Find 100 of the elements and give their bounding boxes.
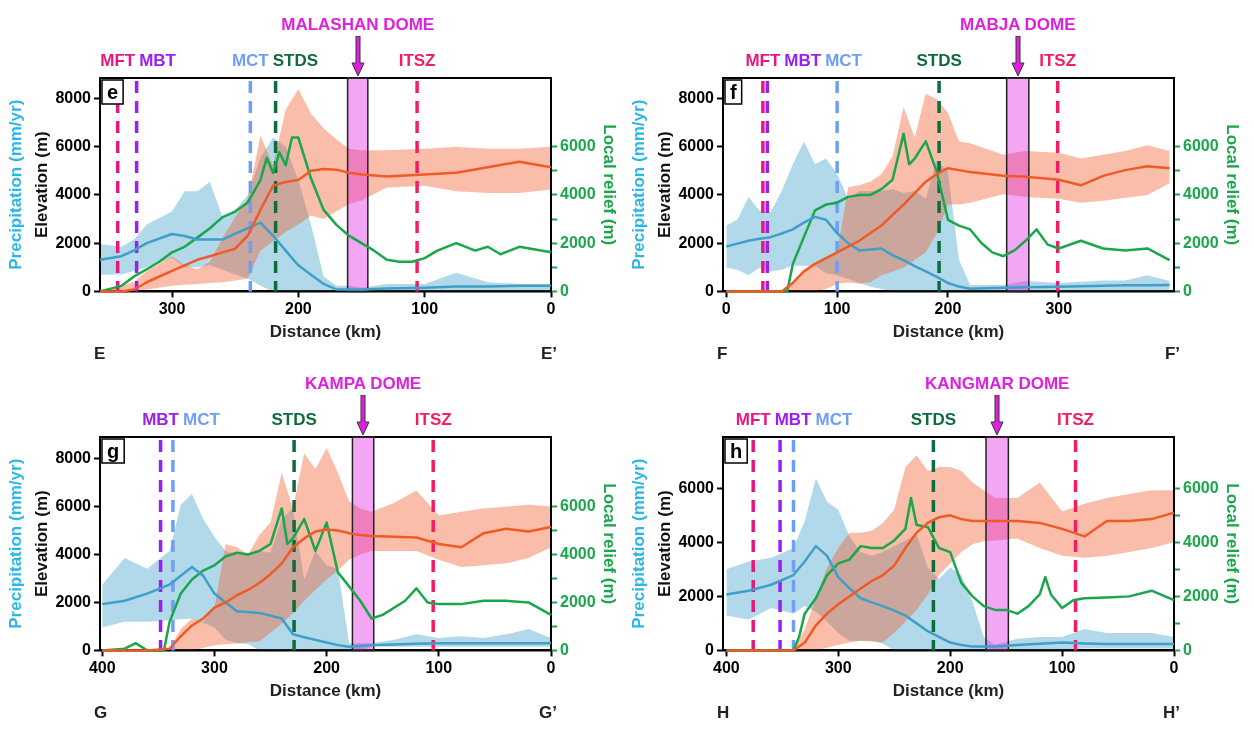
y2-tick-label: 2000	[560, 592, 596, 610]
ref-line-label: MBT	[784, 51, 822, 70]
y2-tick-label: 0	[560, 281, 570, 299]
x-tick-label: 0	[1169, 659, 1179, 677]
y-tick-label: 0	[82, 281, 92, 299]
y-tick-label: 6000	[678, 137, 715, 155]
ref-line-label: MBT	[774, 410, 813, 429]
ref-line-label: STDS	[910, 410, 957, 429]
x-axis-title: Distance (km)	[269, 681, 382, 701]
text: H	[716, 703, 730, 722]
y-tick-label: 2000	[678, 586, 715, 604]
y-axis-title: Elevation (m)	[654, 131, 674, 239]
ref-line-label: ITSZ	[1039, 51, 1077, 70]
text: G’	[539, 703, 558, 722]
y2-tick-label: 2000	[1183, 586, 1219, 604]
x-tick-label: 200	[313, 659, 341, 677]
y-tick-label: 4000	[678, 532, 715, 550]
band-label: KAMPA DOME	[305, 374, 422, 393]
x-tick-label: 200	[936, 659, 964, 677]
x-tick-label: 200	[934, 300, 962, 318]
y2-tick-label: 4000	[1183, 532, 1219, 550]
y-tick-label: 4000	[55, 544, 92, 562]
chart-title: g	[106, 440, 120, 462]
text: H’	[1163, 703, 1181, 722]
ref-line-label: MCT	[825, 51, 863, 70]
y2-tick-label: 4000	[560, 544, 596, 562]
x-tick-label: 400	[88, 659, 116, 677]
y-tick-label: 4000	[678, 185, 715, 203]
y-axis-title: Elevation (m)	[654, 490, 674, 598]
x-tick-label: 100	[425, 659, 453, 677]
ref-line-label: STDS	[272, 51, 319, 70]
ref-line-label: ITSZ	[414, 410, 452, 429]
ref-line-label: MFT	[745, 51, 781, 70]
y2-tick-label: 0	[560, 640, 570, 658]
chart-title: h	[729, 440, 743, 462]
text: F	[716, 344, 728, 363]
ref-line-label: MBT	[139, 51, 177, 70]
x-axis-title: Distance (km)	[269, 322, 382, 342]
y2-tick-label: 2000	[560, 233, 596, 251]
y-tick-label: 0	[82, 640, 92, 658]
y2-tick-label: 4000	[1183, 185, 1219, 203]
band-label: KANGMAR DOME	[924, 374, 1070, 393]
chart-title: f	[729, 81, 737, 103]
ref-line-label: STDS	[271, 410, 317, 429]
x-tick-label: 400	[713, 659, 740, 677]
band-label: MABJA DOME	[959, 15, 1076, 34]
text: G	[93, 703, 108, 722]
ref-line-label: ITSZ	[1057, 410, 1094, 429]
y-tick-label: 2000	[55, 233, 92, 251]
x-tick-label: 300	[201, 659, 228, 677]
x-tick-label: 300	[824, 659, 852, 677]
y-tick-label: 0	[705, 640, 715, 658]
y-axis-title: Elevation (m)	[31, 490, 51, 598]
text: Precipitation (mm/yr)	[6, 99, 25, 270]
y2-axis-title: Local relief (m)	[600, 483, 620, 605]
x-tick-label: 0	[721, 300, 731, 318]
text: Precipitation (mm/yr)	[629, 99, 648, 270]
y-tick-label: 8000	[678, 88, 715, 106]
ref-line-label: STDS	[916, 51, 962, 70]
x-tick-label: 100	[823, 300, 851, 318]
chart-title: e	[106, 81, 119, 103]
ref-line-label: MBT	[142, 410, 180, 429]
y-tick-label: 8000	[55, 448, 92, 466]
ref-line-label: ITSZ	[398, 51, 436, 70]
y2-tick-label: 6000	[1183, 478, 1219, 496]
x-tick-label: 100	[1048, 659, 1076, 677]
y2-axis-title: Local relief (m)	[600, 124, 620, 246]
x-tick-label: 100	[411, 300, 439, 318]
text: Precipitation (mm/yr)	[629, 458, 648, 629]
y-tick-label: 4000	[55, 185, 92, 203]
y-tick-label: 2000	[678, 233, 715, 251]
y2-tick-label: 0	[1183, 640, 1193, 658]
text: Precipitation (mm/yr)	[6, 458, 25, 629]
text: E’	[540, 344, 558, 363]
y-tick-label: 2000	[55, 592, 92, 610]
x-tick-label: 0	[546, 300, 556, 318]
y2-tick-label: 6000	[560, 496, 596, 514]
ref-line-label: MFT	[100, 51, 136, 70]
y2-axis-title: Local relief (m)	[1223, 124, 1243, 246]
y-tick-label: 6000	[55, 496, 92, 514]
band-label: MALASHAN DOME	[281, 15, 435, 34]
x-axis-title: Distance (km)	[892, 322, 1005, 342]
y2-tick-label: 4000	[560, 185, 596, 203]
y-tick-label: 0	[705, 281, 715, 299]
ref-line-label: MCT	[182, 410, 221, 429]
y2-axis-title: Local relief (m)	[1223, 483, 1243, 605]
y2-tick-label: 6000	[560, 137, 596, 155]
x-tick-label: 200	[284, 300, 312, 318]
y2-tick-label: 0	[1183, 281, 1193, 299]
x-tick-label: 300	[1045, 300, 1073, 318]
y2-tick-label: 2000	[1183, 233, 1219, 251]
y-tick-label: 8000	[55, 88, 92, 106]
ref-line-label: MFT	[735, 410, 772, 429]
y-tick-label: 6000	[678, 478, 715, 496]
x-axis-title: Distance (km)	[892, 681, 1005, 701]
ref-line-label: MCT	[815, 410, 853, 429]
y-tick-label: 6000	[55, 137, 92, 155]
x-tick-label: 300	[158, 300, 186, 318]
y2-tick-label: 6000	[1183, 137, 1219, 155]
y-axis-title: Elevation (m)	[31, 131, 51, 239]
